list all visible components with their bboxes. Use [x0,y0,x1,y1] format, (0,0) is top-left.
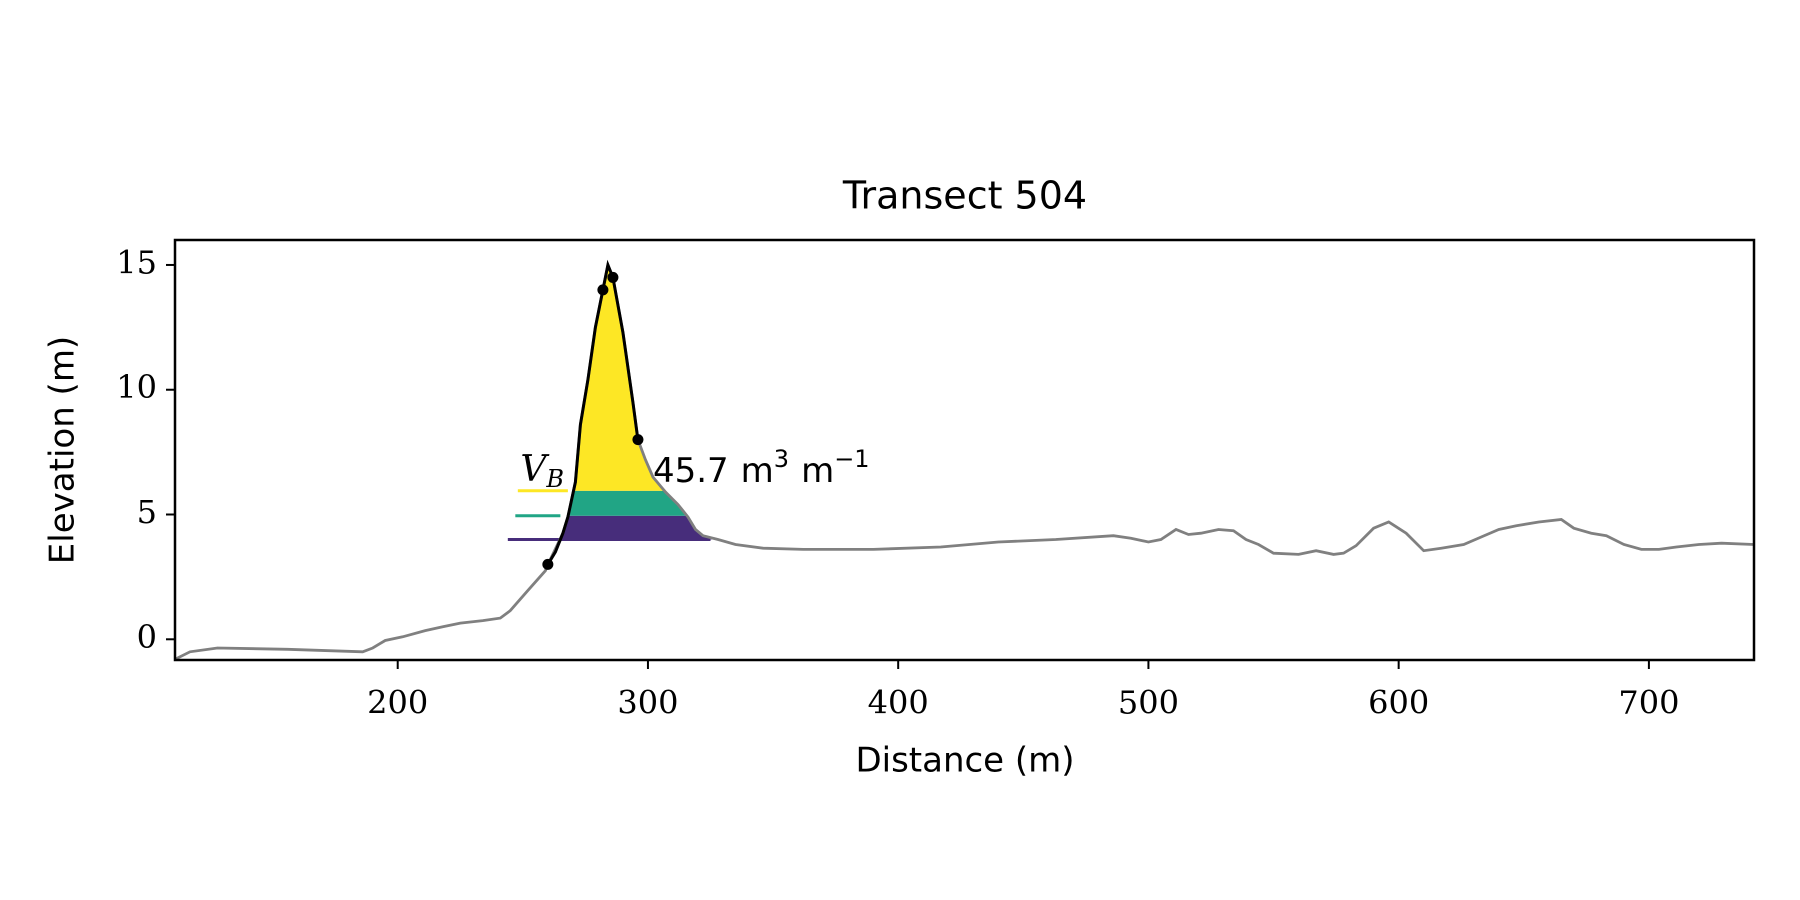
symbol-subscript: B [545,465,564,493]
x-tick-label: 300 [617,684,678,722]
unit-base: m [741,451,774,491]
volume-band [510,264,719,491]
plot-frame [173,238,1756,662]
unit-base: m [801,451,834,491]
x-axis-label: Distance (m) [855,741,1074,781]
dune-point [597,284,609,296]
x-tick-label: 400 [868,684,929,722]
dune-point [542,558,554,570]
profile-line [175,260,1754,660]
annotation-value: 45.7 m3 m−1 [653,445,870,491]
x-tick-label: 600 [1368,684,1429,722]
dune-point [607,271,619,283]
annotation-symbol: VB [520,449,564,493]
symbol: V [520,449,550,490]
y-tick-label: 0 [137,618,157,656]
dune-point [632,434,644,446]
unit-sup: −1 [834,445,869,473]
x-tick-label: 200 [367,684,428,722]
y-tick-label: 10 [116,368,157,406]
chart-title: Transect 504 [842,174,1087,218]
unit-sup: 3 [774,445,789,473]
volume-band [510,515,719,540]
y-tick-label: 5 [137,493,157,531]
x-tick-label: 500 [1118,684,1179,722]
dune-line [546,259,640,566]
bands [510,264,719,540]
y-tick-label: 15 [116,243,157,281]
volume-band [510,490,719,516]
y-axis-label: Elevation (m) [43,336,83,564]
value: 45.7 [653,451,729,491]
x-tick-label: 700 [1618,684,1679,722]
